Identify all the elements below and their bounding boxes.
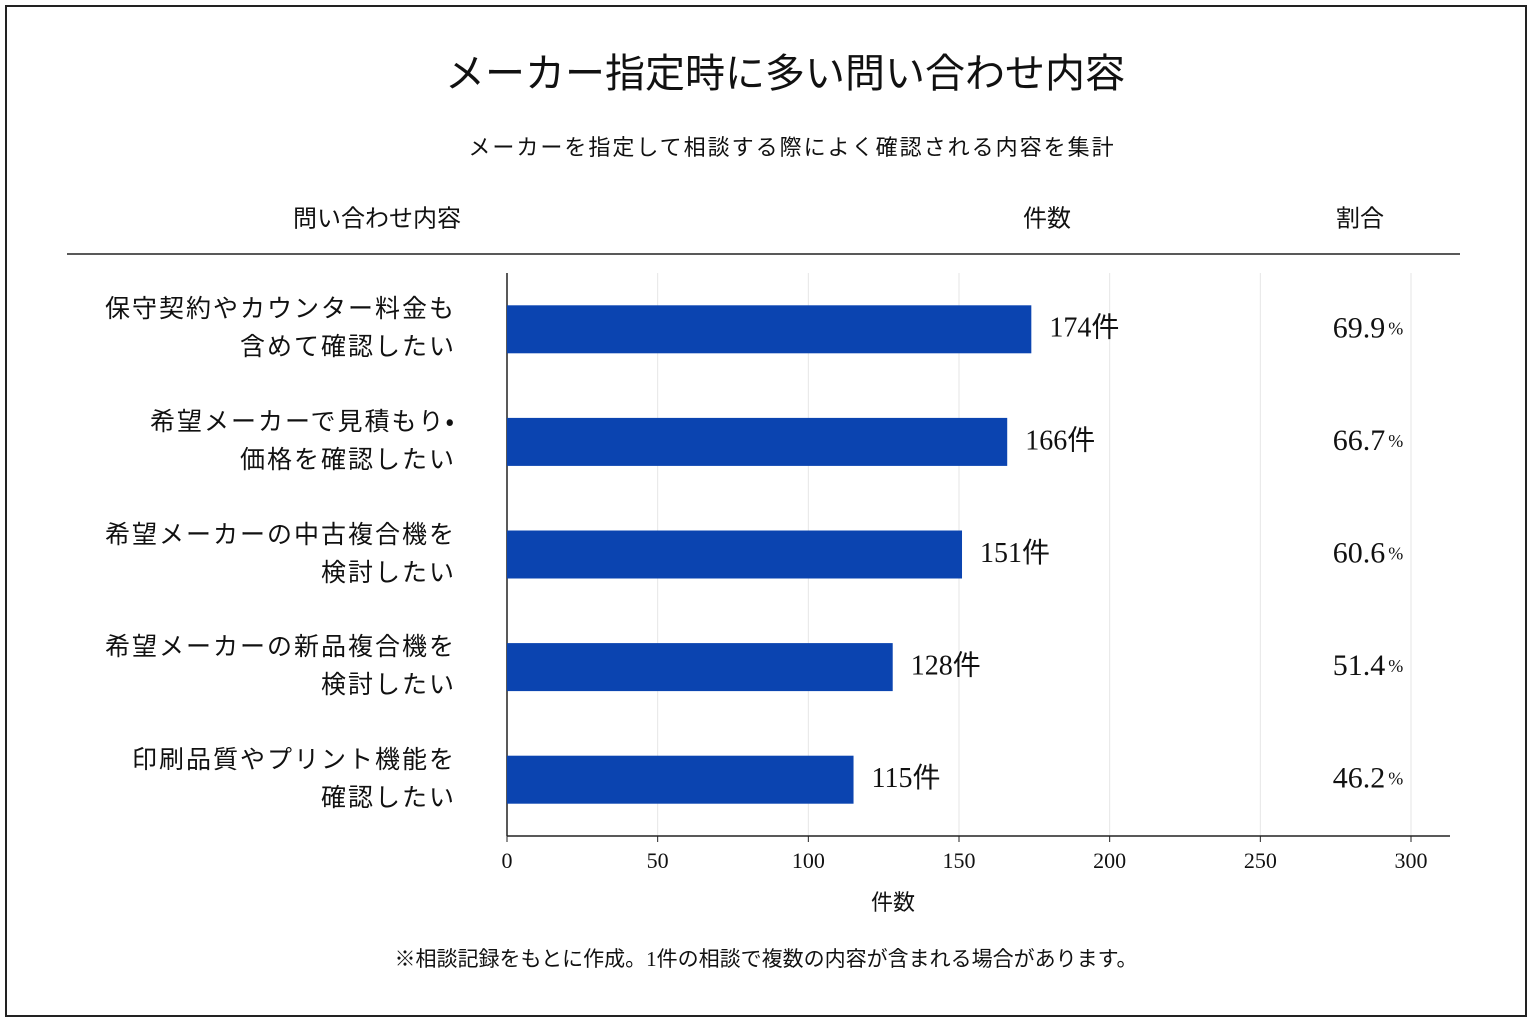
value-label: 128件 — [911, 650, 981, 682]
value-label: 174件 — [1049, 312, 1119, 344]
bar — [507, 417, 1008, 466]
percent-value: 66.7 — [1333, 424, 1386, 457]
column-header: 件数 — [1023, 206, 1071, 233]
value-label: 115件 — [872, 762, 941, 794]
column-header: 問い合わせ内容 — [293, 206, 461, 233]
percent-value: 60.6 — [1333, 536, 1386, 569]
x-tick-label: 300 — [1395, 848, 1428, 873]
footnote: ※相談記録をもとに作成。1件の相談で複数の内容が含まれる場合があります。 — [395, 947, 1138, 971]
bar — [507, 643, 893, 692]
chart-title: メーカー指定時に多い問い合わせ内容 — [445, 51, 1125, 96]
frame — [5, 5, 1527, 1017]
bar — [507, 755, 854, 804]
category-label: 希望メーカーで見積もり・ 価格を確認したい — [149, 408, 456, 474]
percent-label: 60.6% — [1333, 536, 1404, 569]
x-tick-label: 100 — [792, 848, 825, 873]
category-label: 希望メーカーの新品複合機を 検討したい — [104, 634, 456, 700]
percent-unit: % — [1388, 431, 1403, 451]
bar — [507, 305, 1032, 354]
category-label: 印刷品質やプリント機能を 確認したい — [131, 746, 456, 812]
x-tick-label: 250 — [1244, 848, 1277, 873]
chart-subtitle: メーカーを指定して相談する際によく確認される内容を集計 — [468, 135, 1115, 160]
percent-unit: % — [1388, 544, 1403, 564]
x-tick-label: 50 — [647, 848, 669, 873]
percent-unit: % — [1388, 318, 1403, 338]
bar — [507, 530, 963, 579]
value-label: 166件 — [1025, 424, 1095, 456]
percent-value: 69.9 — [1333, 311, 1386, 344]
percent-label: 69.9% — [1333, 311, 1404, 344]
percent-unit: % — [1388, 769, 1403, 789]
percent-value: 51.4 — [1333, 649, 1386, 682]
column-header: 割合 — [1336, 206, 1384, 233]
x-tick-label: 0 — [502, 848, 513, 873]
percent-label: 51.4% — [1333, 649, 1404, 682]
percent-value: 46.2 — [1333, 762, 1386, 795]
category-label: 希望メーカーの中古複合機を 検討したい — [104, 521, 456, 587]
percent-label: 66.7% — [1333, 424, 1404, 457]
value-label: 151件 — [980, 537, 1050, 569]
category-label: 保守契約やカウンター料金も 含めて確認したい — [104, 296, 456, 362]
x-axis-label: 件数 — [871, 890, 915, 915]
x-tick-label: 200 — [1093, 848, 1126, 873]
x-tick-label: 150 — [943, 848, 976, 873]
percent-unit: % — [1388, 656, 1403, 676]
percent-label: 46.2% — [1333, 762, 1404, 795]
